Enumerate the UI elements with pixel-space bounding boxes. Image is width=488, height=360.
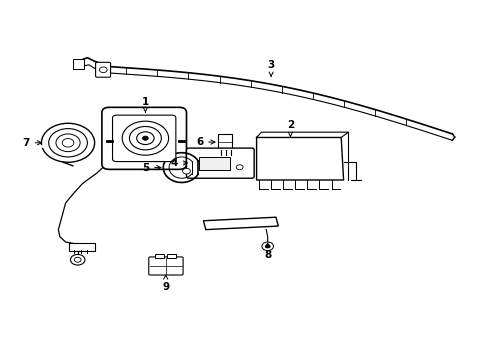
FancyBboxPatch shape bbox=[148, 257, 183, 275]
Circle shape bbox=[62, 139, 74, 147]
Bar bbox=[167, 255, 176, 258]
FancyBboxPatch shape bbox=[186, 148, 254, 178]
Text: 9: 9 bbox=[162, 275, 169, 292]
Circle shape bbox=[142, 136, 148, 140]
Bar bbox=[198, 157, 229, 170]
Circle shape bbox=[99, 67, 107, 73]
Text: 3: 3 bbox=[267, 60, 274, 76]
Circle shape bbox=[122, 121, 168, 155]
FancyBboxPatch shape bbox=[95, 62, 110, 77]
Circle shape bbox=[236, 165, 243, 170]
Circle shape bbox=[182, 168, 190, 174]
Text: 4: 4 bbox=[170, 158, 187, 168]
FancyBboxPatch shape bbox=[112, 115, 176, 162]
Bar bbox=[155, 255, 163, 258]
Text: 1: 1 bbox=[142, 97, 149, 113]
FancyBboxPatch shape bbox=[102, 107, 186, 169]
Circle shape bbox=[74, 257, 81, 262]
Bar bbox=[218, 134, 232, 150]
Circle shape bbox=[137, 132, 154, 145]
Polygon shape bbox=[203, 217, 278, 230]
Text: 8: 8 bbox=[264, 243, 271, 260]
Circle shape bbox=[41, 123, 95, 162]
Text: 2: 2 bbox=[286, 120, 293, 136]
Circle shape bbox=[56, 134, 80, 152]
Circle shape bbox=[129, 126, 161, 150]
FancyBboxPatch shape bbox=[69, 243, 95, 251]
Text: 5: 5 bbox=[142, 163, 161, 172]
Circle shape bbox=[265, 244, 269, 248]
Text: 7: 7 bbox=[22, 138, 41, 148]
Circle shape bbox=[70, 255, 85, 265]
Circle shape bbox=[262, 242, 273, 251]
Text: 6: 6 bbox=[196, 137, 215, 147]
Circle shape bbox=[49, 129, 87, 157]
FancyBboxPatch shape bbox=[73, 59, 84, 69]
